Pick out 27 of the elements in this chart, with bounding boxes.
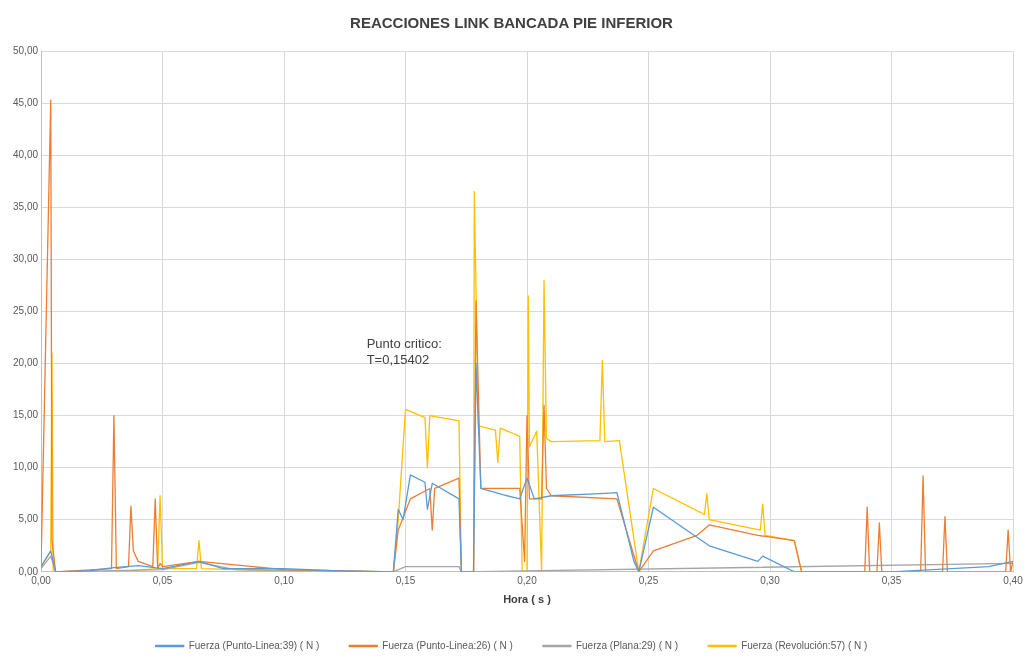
annotation: Punto critico: T=0,15402 bbox=[366, 335, 442, 367]
y-tick-label: 20,00 bbox=[12, 357, 39, 369]
x-tick-label: 0,15 bbox=[395, 574, 416, 586]
x-tick-label: 0,00 bbox=[31, 574, 52, 586]
y-tick-label: 40,00 bbox=[12, 148, 39, 160]
y-tick-label: 50,00 bbox=[12, 44, 39, 56]
y-tick-label: 15,00 bbox=[12, 409, 39, 421]
y-tick-label: 10,00 bbox=[12, 461, 39, 473]
x-tick-label: 0,05 bbox=[152, 574, 173, 586]
chart-title: REACCIONES LINK BANCADA PIE INFERIOR bbox=[350, 14, 674, 32]
legend-label: Fuerza (Plana:29) ( N ) bbox=[575, 639, 679, 651]
legend-label: Fuerza (Punto-Linea:39) ( N ) bbox=[188, 639, 320, 651]
y-tick-label: 25,00 bbox=[12, 305, 39, 317]
x-tick-label: 0,35 bbox=[881, 574, 902, 586]
x-tick-label: 0,20 bbox=[517, 574, 538, 586]
y-tick-label: 30,00 bbox=[12, 253, 39, 265]
y-tick-label: 0,00 bbox=[18, 565, 39, 577]
y-tick-label: 5,00 bbox=[18, 513, 39, 525]
x-tick-label: 0,40 bbox=[1003, 574, 1024, 586]
x-tick-label: 0,30 bbox=[760, 574, 781, 586]
x-axis-title: Hora ( s ) bbox=[503, 593, 552, 606]
x-tick-label: 0,10 bbox=[274, 574, 295, 586]
legend-label: Fuerza (Revolución:57) ( N ) bbox=[741, 639, 868, 651]
x-tick-label: 0,25 bbox=[638, 574, 659, 586]
legend-label: Fuerza (Punto-Linea:26) ( N ) bbox=[382, 639, 513, 651]
y-tick-label: 45,00 bbox=[12, 96, 39, 108]
y-tick-label: 35,00 bbox=[12, 200, 39, 212]
